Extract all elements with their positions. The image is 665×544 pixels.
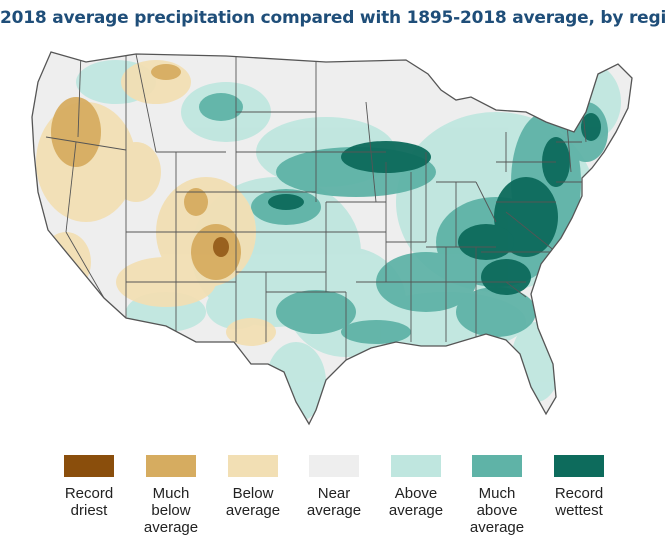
legend-label: Much above average xyxy=(469,485,525,536)
legend-swatch xyxy=(391,455,441,477)
legend-label: Near average xyxy=(306,485,362,519)
precipitation-map xyxy=(31,51,633,425)
legend: Record driest Much below average Below avera… xyxy=(0,455,665,540)
legend-item-much-above-average: Much above average xyxy=(457,455,537,536)
legend-label: Record wettest xyxy=(554,485,604,519)
map-title: 2018 average precipitation compared with… xyxy=(0,8,665,28)
legend-item-record-wettest: Record wettest xyxy=(539,455,619,519)
legend-item-much-below-average: Much below average xyxy=(131,455,211,536)
legend-swatch xyxy=(554,455,604,477)
legend-item-record-driest: Record driest xyxy=(49,455,129,519)
legend-label: Much below average xyxy=(143,485,199,536)
legend-label: Record driest xyxy=(64,485,114,519)
legend-swatch xyxy=(309,455,359,477)
legend-swatch xyxy=(146,455,196,477)
legend-swatch xyxy=(64,455,114,477)
legend-swatch xyxy=(472,455,522,477)
legend-label: Below average xyxy=(225,485,281,519)
legend-label: Above average xyxy=(388,485,444,519)
legend-item-above-average: Above average xyxy=(376,455,456,519)
legend-item-near-average: Near average xyxy=(294,455,374,519)
legend-swatch xyxy=(228,455,278,477)
legend-item-below-average: Below average xyxy=(213,455,293,519)
